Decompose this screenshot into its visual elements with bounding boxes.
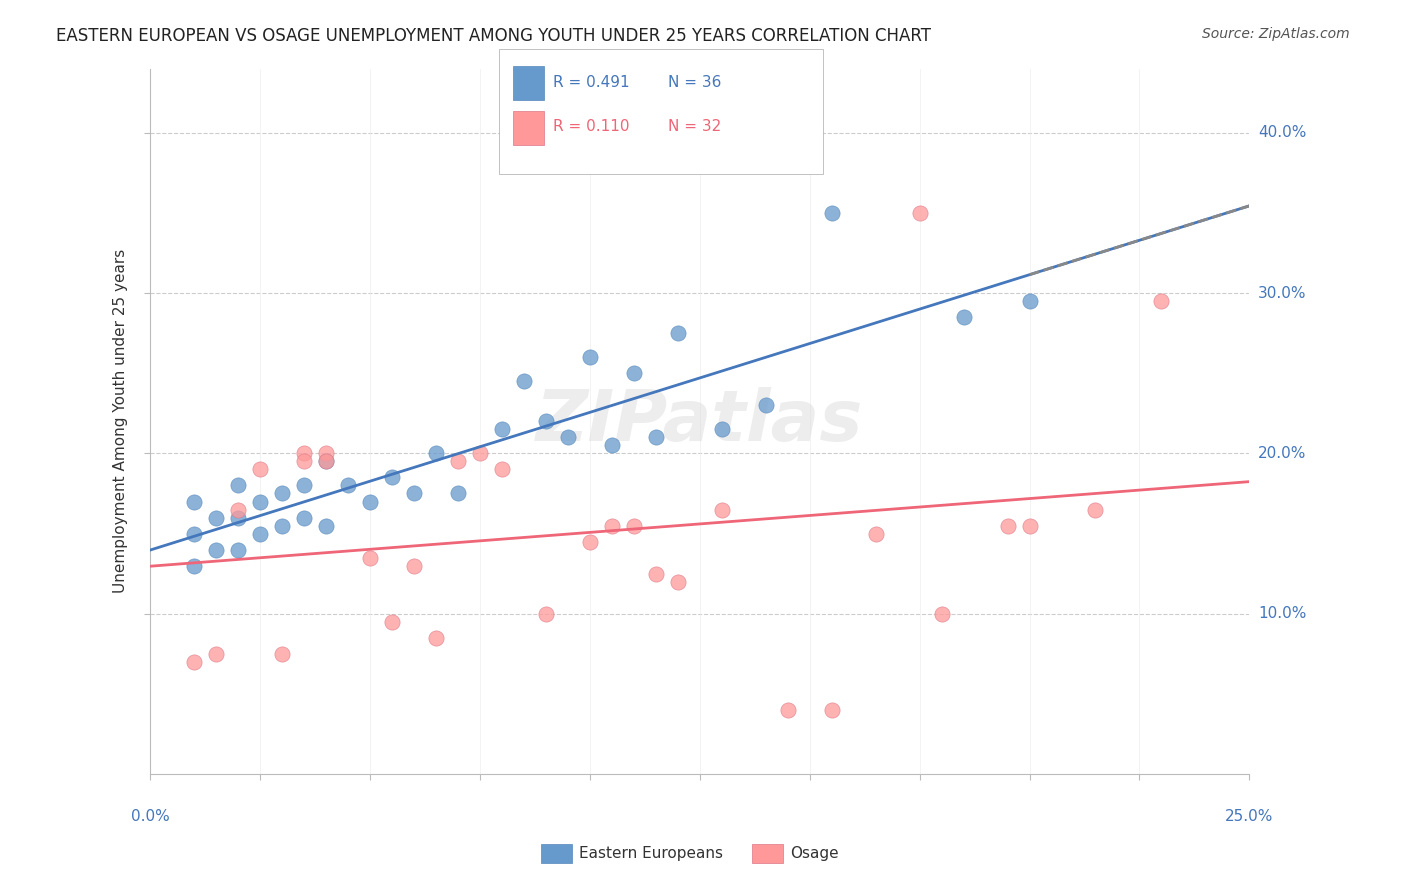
Point — [292, 478, 315, 492]
Text: 10.0%: 10.0% — [1258, 607, 1306, 621]
Point — [534, 414, 557, 428]
Point — [226, 478, 249, 492]
Text: R = 0.110: R = 0.110 — [553, 120, 628, 134]
Point — [315, 454, 337, 468]
Point — [226, 502, 249, 516]
Point — [359, 550, 381, 565]
Point — [292, 510, 315, 524]
Text: ZIPatlas: ZIPatlas — [536, 387, 863, 456]
Point — [997, 518, 1019, 533]
Point — [381, 615, 404, 629]
Y-axis label: Unemployment Among Youth under 25 years: Unemployment Among Youth under 25 years — [114, 249, 128, 593]
Point — [447, 486, 470, 500]
Point — [249, 526, 271, 541]
Point — [491, 462, 513, 476]
Text: 30.0%: 30.0% — [1258, 285, 1306, 301]
Text: Eastern Europeans: Eastern Europeans — [579, 847, 723, 861]
Point — [534, 607, 557, 621]
Point — [666, 574, 689, 589]
Point — [315, 446, 337, 460]
Point — [776, 703, 799, 717]
Point — [425, 446, 447, 460]
Point — [644, 566, 666, 581]
Point — [315, 454, 337, 468]
Point — [1150, 294, 1173, 309]
Text: R = 0.491: R = 0.491 — [553, 75, 628, 89]
Point — [183, 655, 205, 669]
Point — [402, 558, 425, 573]
Point — [491, 422, 513, 436]
Text: 20.0%: 20.0% — [1258, 446, 1306, 461]
Text: N = 32: N = 32 — [668, 120, 721, 134]
Point — [468, 446, 491, 460]
Text: Osage: Osage — [790, 847, 839, 861]
Text: 25.0%: 25.0% — [1225, 809, 1274, 824]
Point — [578, 534, 600, 549]
Point — [270, 486, 292, 500]
Point — [249, 494, 271, 508]
Point — [270, 647, 292, 661]
Point — [205, 510, 228, 524]
Point — [359, 494, 381, 508]
Point — [226, 510, 249, 524]
Point — [931, 607, 953, 621]
Point — [908, 206, 931, 220]
Point — [1018, 294, 1040, 309]
Point — [205, 647, 228, 661]
Point — [623, 518, 645, 533]
Point — [952, 310, 974, 324]
Point — [710, 422, 733, 436]
Point — [578, 350, 600, 364]
Point — [820, 206, 842, 220]
Point — [644, 430, 666, 444]
Point — [623, 366, 645, 380]
Point — [226, 542, 249, 557]
Point — [1084, 502, 1107, 516]
Point — [183, 558, 205, 573]
Point — [447, 454, 470, 468]
Point — [336, 478, 359, 492]
Point — [865, 526, 887, 541]
Point — [315, 518, 337, 533]
Point — [381, 470, 404, 484]
Text: 40.0%: 40.0% — [1258, 125, 1306, 140]
Point — [666, 326, 689, 340]
Point — [183, 526, 205, 541]
Point — [600, 438, 623, 452]
Point — [1018, 518, 1040, 533]
Point — [183, 494, 205, 508]
Point — [292, 454, 315, 468]
Point — [710, 502, 733, 516]
Text: Source: ZipAtlas.com: Source: ZipAtlas.com — [1202, 27, 1350, 41]
Point — [402, 486, 425, 500]
Text: N = 36: N = 36 — [668, 75, 721, 89]
Point — [557, 430, 579, 444]
Point — [425, 631, 447, 645]
Point — [820, 703, 842, 717]
Text: EASTERN EUROPEAN VS OSAGE UNEMPLOYMENT AMONG YOUTH UNDER 25 YEARS CORRELATION CH: EASTERN EUROPEAN VS OSAGE UNEMPLOYMENT A… — [56, 27, 931, 45]
Point — [292, 446, 315, 460]
Point — [755, 398, 778, 412]
Point — [205, 542, 228, 557]
Point — [270, 518, 292, 533]
Point — [513, 374, 536, 388]
Point — [600, 518, 623, 533]
Point — [249, 462, 271, 476]
Text: 0.0%: 0.0% — [131, 809, 169, 824]
